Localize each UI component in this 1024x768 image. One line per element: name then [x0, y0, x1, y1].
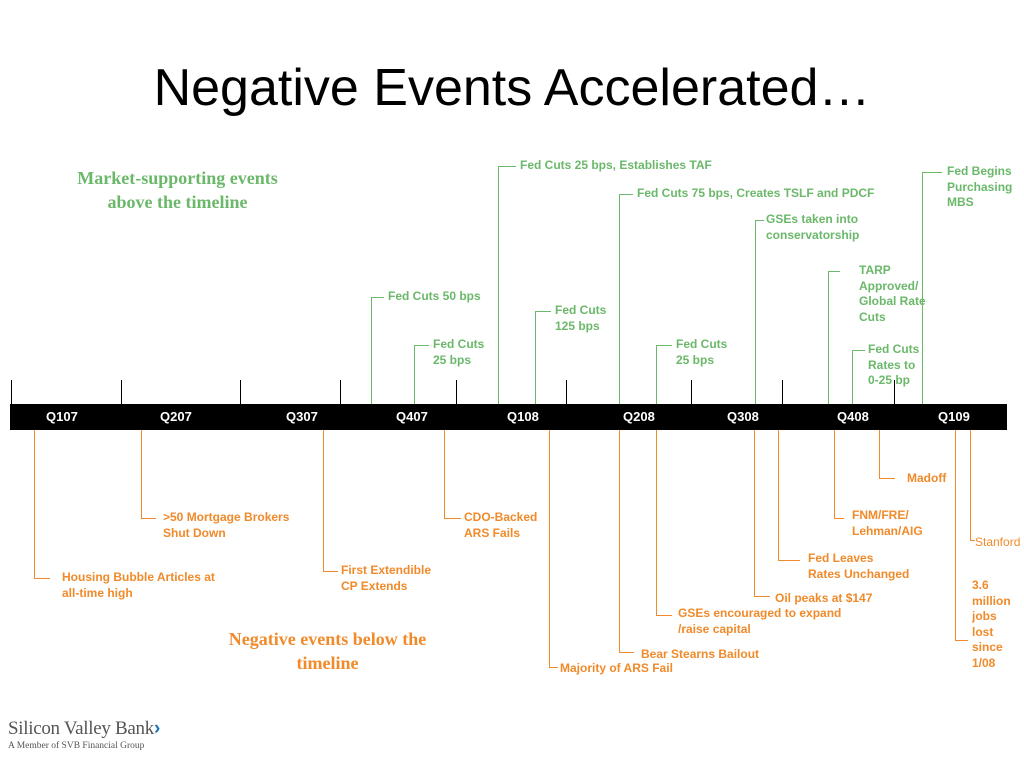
quarter-tick	[894, 380, 895, 404]
event-connector	[444, 518, 461, 519]
event-stem	[414, 345, 415, 404]
quarter-label: Q208	[623, 409, 655, 424]
event-connector	[828, 271, 840, 272]
quarter-tick	[340, 380, 341, 404]
event-connector	[414, 345, 429, 346]
event-connector	[619, 652, 634, 653]
event-stem	[852, 350, 853, 404]
event-stem	[371, 297, 372, 404]
event-connector	[549, 667, 558, 668]
event-label-negative: Bear Stearns Bailout	[641, 647, 760, 661]
event-label-positive: Fed Cuts 25 bps	[676, 337, 728, 367]
quarter-tick	[240, 380, 241, 404]
quarter-label: Q109	[938, 409, 970, 424]
event-connector	[922, 172, 942, 173]
event-stem	[656, 345, 657, 404]
chevron-right-icon: ›	[153, 718, 161, 739]
event-stem	[34, 430, 35, 578]
event-label-positive: GSEs taken into conservatorship	[766, 212, 860, 242]
event-stem	[323, 430, 324, 571]
event-connector	[754, 596, 770, 597]
event-label-positive: TARP Approved/Global Rate Cuts	[859, 263, 926, 324]
event-connector	[834, 518, 844, 519]
quarter-tick	[782, 380, 783, 404]
event-label-negative: First Extendible CP Extends	[341, 563, 432, 593]
company-logo: Silicon Valley Bank› A Member of SVB Fin…	[8, 718, 160, 751]
event-connector	[955, 640, 968, 641]
event-stem	[619, 430, 620, 652]
event-stem	[444, 430, 445, 518]
quarter-label: Q207	[160, 409, 192, 424]
event-label-positive: Fed Cuts 125 bps	[555, 303, 607, 333]
event-label-negative: Oil peaks at $147	[775, 591, 873, 605]
event-stem	[922, 172, 923, 404]
event-stem	[828, 271, 829, 404]
event-label-negative: Majority of ARS Fail	[560, 661, 673, 675]
event-connector	[970, 540, 975, 541]
quarter-tick	[456, 380, 457, 404]
quarter-tick	[121, 380, 122, 404]
quarter-tick	[691, 380, 692, 404]
event-stem	[754, 430, 755, 596]
event-stem	[970, 430, 971, 540]
event-label-positive: Fed Cuts 50 bps	[388, 289, 481, 303]
event-stem	[498, 166, 499, 404]
event-label-negative: Stanford	[975, 535, 1021, 549]
event-connector	[619, 194, 633, 195]
timeline-bar	[10, 404, 1007, 430]
quarter-label: Q408	[837, 409, 869, 424]
event-stem	[834, 430, 835, 518]
event-label-positive: Fed Cuts 25 bps, Establishes TAF	[520, 158, 712, 172]
logo-tagline: A Member of SVB Financial Group	[8, 741, 145, 751]
event-label-positive: Fed Cuts 25 bps	[433, 337, 485, 367]
event-label-negative: Madoff	[907, 471, 947, 485]
quarter-label: Q107	[46, 409, 78, 424]
event-label-positive: Fed Cuts Rates to 0-25 bp	[868, 342, 920, 387]
quarter-tick	[566, 380, 567, 404]
quarter-label: Q307	[286, 409, 318, 424]
event-stem	[535, 311, 536, 404]
event-stem	[879, 430, 880, 478]
quarter-label: Q407	[396, 409, 428, 424]
event-connector	[879, 478, 895, 479]
event-stem	[619, 194, 620, 404]
event-label-negative: 3.6 million jobs lost since 1/08	[972, 578, 1011, 670]
event-connector	[778, 560, 800, 561]
event-label-positive: Fed Begins Purchasing MBS	[947, 164, 1013, 209]
event-connector	[34, 578, 50, 579]
event-label-positive: Fed Cuts 75 bps, Creates TSLF and PDCF	[637, 186, 875, 200]
event-connector	[371, 297, 384, 298]
legend-above-note: Market-supporting events above the timel…	[77, 168, 278, 212]
event-connector	[323, 571, 338, 572]
event-connector	[498, 166, 516, 167]
event-stem	[549, 430, 550, 667]
event-stem	[955, 430, 956, 640]
quarter-tick	[11, 380, 12, 404]
event-connector	[755, 220, 764, 221]
event-label-negative: FNM/FRE/Lehman/AIG	[852, 508, 923, 538]
event-label-negative: CDO-Backed ARS Fails	[464, 510, 538, 540]
event-label-negative: GSEs encouraged to expand/raise capital	[678, 606, 842, 636]
event-stem	[141, 430, 142, 518]
event-connector	[535, 311, 551, 312]
logo-name: Silicon Valley Bank	[8, 718, 154, 739]
quarter-label: Q308	[727, 409, 759, 424]
event-stem	[778, 430, 779, 560]
event-label-negative: >50 Mortgage Brokers Shut Down	[163, 510, 290, 540]
event-stem	[656, 430, 657, 615]
event-label-negative: Housing Bubble Articles at all-time high	[62, 570, 215, 600]
slide-title: Negative Events Accelerated…	[153, 59, 871, 117]
event-connector	[656, 615, 672, 616]
quarter-label: Q108	[507, 409, 539, 424]
event-connector	[141, 518, 156, 519]
legend-below-note: Negative events below the timeline	[228, 629, 427, 673]
event-connector	[656, 345, 672, 346]
event-stem	[755, 220, 756, 404]
event-label-negative: Fed Leaves Rates Unchanged	[808, 551, 910, 581]
event-connector	[852, 350, 865, 351]
